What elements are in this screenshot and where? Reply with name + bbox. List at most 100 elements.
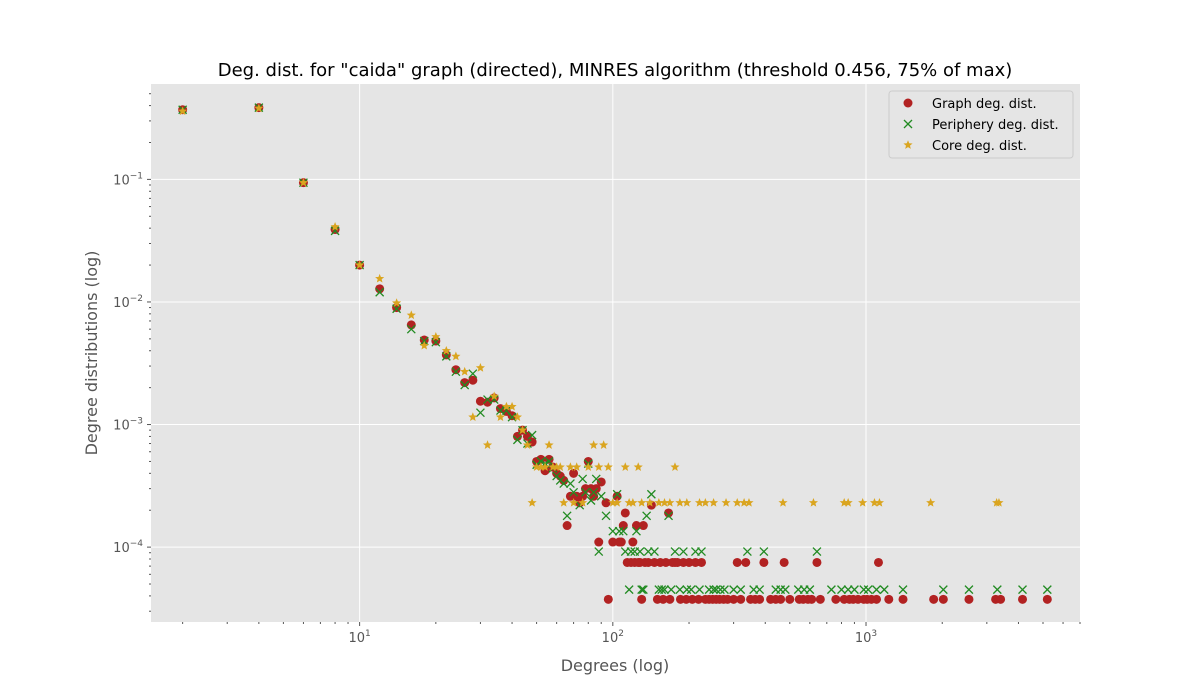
data-point (1042, 585, 1052, 595)
data-point (601, 511, 611, 521)
data-point (645, 497, 655, 507)
data-point (601, 498, 611, 508)
data-point (616, 537, 626, 547)
data-point (330, 222, 340, 231)
data-point (460, 378, 470, 388)
y-tick-label: 10−2 (113, 294, 143, 311)
data-point (721, 497, 731, 507)
data-point (670, 547, 680, 557)
data-point (711, 585, 721, 595)
data-point (608, 497, 618, 507)
data-point (608, 526, 618, 536)
data-point (938, 585, 948, 595)
data-point (620, 508, 630, 518)
data-point (670, 462, 680, 471)
data-point (719, 585, 729, 595)
data-point (664, 508, 674, 518)
data-point (729, 594, 739, 604)
data-point (355, 260, 365, 269)
legend-entry: Graph deg. dist. (932, 97, 1037, 112)
data-point (1018, 594, 1028, 604)
data-point (569, 497, 579, 507)
data-point (831, 594, 841, 604)
x-tick-label: 103 (855, 629, 877, 646)
data-point (675, 585, 685, 595)
data-point (637, 594, 647, 604)
data-point (594, 537, 604, 547)
data-point (375, 273, 385, 283)
data-point (562, 511, 572, 521)
data-point (544, 440, 554, 449)
y-axis-label: Degree distributions (log) (82, 251, 101, 456)
data-point (375, 287, 385, 297)
data-point (495, 412, 506, 421)
data-point (512, 435, 522, 445)
y-tick-exponent: −1 (130, 171, 143, 181)
data-point (618, 521, 628, 531)
data-points (178, 103, 1052, 604)
x-tick-base: 10 (855, 631, 872, 646)
legend: Graph deg. dist. Periphery deg. dist. Core… (888, 90, 1074, 159)
data-point (964, 594, 974, 604)
data-point (776, 594, 786, 604)
data-point (578, 474, 588, 484)
data-point (468, 412, 478, 421)
data-point (392, 304, 402, 314)
data-point (608, 537, 618, 547)
data-point (594, 462, 604, 471)
data-point (874, 497, 885, 507)
data-point (898, 594, 908, 604)
data-point (468, 369, 478, 379)
data-point (527, 497, 537, 507)
data-point (759, 547, 769, 557)
x-axis-label: Degrees (log) (561, 656, 670, 675)
data-point (808, 497, 819, 507)
data-point (628, 497, 638, 507)
data-point (603, 462, 613, 471)
data-point (664, 511, 674, 521)
x-tick-label: 102 (602, 629, 624, 646)
data-point (964, 585, 974, 595)
data-point (755, 594, 765, 604)
minor-ticks (149, 93, 1081, 624)
plot-area (151, 84, 1080, 622)
data-point (512, 431, 522, 441)
data-point (926, 497, 936, 507)
data-point (879, 585, 889, 595)
data-point (661, 557, 671, 567)
data-point (785, 594, 795, 604)
data-point (507, 412, 517, 422)
data-point (837, 585, 846, 595)
data-point (544, 456, 554, 466)
data-point (618, 526, 628, 536)
data-point (658, 594, 668, 604)
data-point (697, 557, 707, 567)
x-tick-exponent: 1 (365, 629, 371, 639)
data-point (884, 594, 894, 604)
data-point (431, 331, 441, 341)
data-point (489, 395, 499, 404)
data-point (807, 594, 817, 604)
data-point (732, 557, 742, 567)
data-point (419, 340, 429, 350)
data-point (694, 594, 704, 604)
data-point (559, 479, 569, 489)
data-point (779, 557, 789, 567)
data-point (612, 497, 622, 507)
data-point (812, 547, 822, 557)
data-point (298, 177, 309, 187)
x-tick-exponent: 2 (618, 629, 624, 639)
data-point (451, 365, 461, 375)
series-1 (178, 103, 1052, 595)
data-point (614, 526, 624, 536)
y-tick-exponent: −4 (130, 539, 144, 549)
data-point (626, 547, 636, 557)
data-point (638, 585, 648, 595)
legend-marker (903, 98, 913, 108)
data-point (565, 479, 575, 489)
data-point (665, 497, 675, 507)
data-point (996, 594, 1006, 604)
y-tick-base: 10 (113, 541, 130, 556)
data-point (657, 585, 667, 595)
data-point (569, 487, 579, 497)
